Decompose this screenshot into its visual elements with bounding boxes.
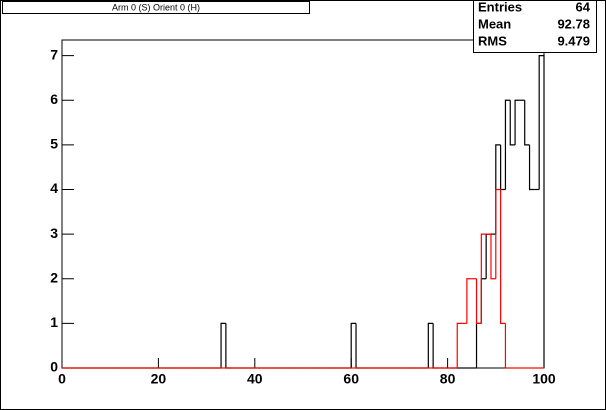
histogram-bin	[490, 234, 496, 280]
stats-box	[473, 0, 597, 53]
title-box	[2, 1, 310, 14]
y-tick-label: 3	[50, 225, 58, 241]
x-tick-label: 0	[58, 371, 66, 387]
y-tick-label: 7	[50, 46, 58, 62]
x-tick-label: 100	[532, 371, 556, 387]
stat-label: Mean	[478, 16, 511, 31]
histogram-bin	[350, 322, 357, 368]
histogram-bin	[500, 189, 506, 324]
stat-value: 92.78	[557, 16, 590, 31]
histogram-bin	[480, 233, 487, 324]
y-tick-label: 5	[50, 136, 58, 152]
histogram-bin	[528, 144, 535, 191]
histogram-bin	[466, 278, 472, 324]
y-tick-label: 0	[50, 359, 58, 375]
stat-value: 9.479	[557, 33, 590, 48]
histogram-bin	[220, 322, 226, 368]
histogram-bin	[514, 99, 520, 145]
x-tick-label: 80	[440, 371, 456, 387]
x-tick-label: 60	[343, 371, 359, 387]
stat-value: 64	[576, 0, 591, 14]
chart-title: Arm 0 (S) Orient 0 (H)	[112, 2, 200, 12]
x-tick-label: 40	[247, 371, 263, 387]
histogram-bin	[475, 278, 482, 324]
stat-label: RMS	[478, 33, 507, 48]
histogram-bin	[456, 322, 463, 368]
histogram-bin	[524, 100, 530, 146]
y-tick-label: 4	[50, 180, 58, 196]
stat-label: Entries	[478, 0, 522, 14]
histogram-bin	[538, 55, 545, 368]
histogram-bin	[495, 188, 501, 279]
y-tick-label: 6	[50, 91, 58, 107]
x-tick-label: 20	[151, 371, 167, 387]
histogram-bin	[509, 100, 516, 146]
histogram-bin	[427, 322, 434, 368]
y-tick-label: 2	[50, 269, 58, 285]
histogram-bin	[504, 99, 511, 190]
histogram-bin	[504, 323, 511, 369]
y-tick-label: 1	[50, 314, 58, 330]
